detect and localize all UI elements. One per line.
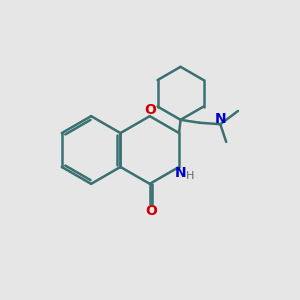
Text: N: N [175, 167, 186, 180]
Text: N: N [214, 112, 226, 126]
Text: O: O [144, 103, 156, 117]
Text: O: O [145, 204, 157, 218]
Text: H: H [186, 171, 194, 182]
